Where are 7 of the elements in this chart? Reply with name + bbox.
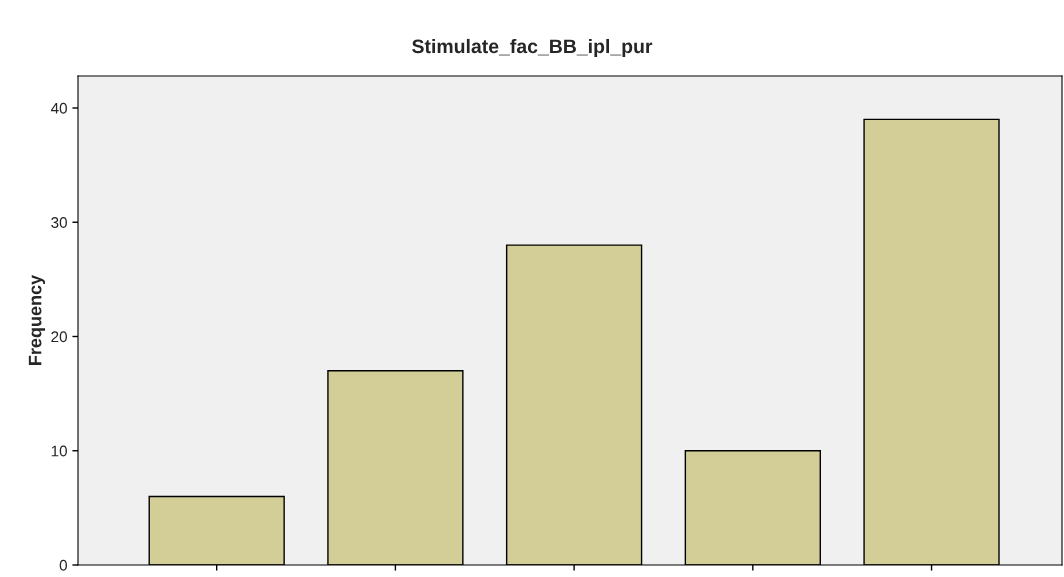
y-tick-label: 30 [51, 217, 67, 228]
y-axis-title: Frequency [28, 274, 46, 365]
y-tick-label: 10 [51, 445, 67, 457]
y-tick-label: 40 [50, 102, 67, 114]
y-tick-label: 20 [51, 331, 67, 343]
chart-title: Stimulate_fac_BB_ipl_pur [412, 38, 653, 58]
y-tick-label: 0 [59, 559, 67, 571]
